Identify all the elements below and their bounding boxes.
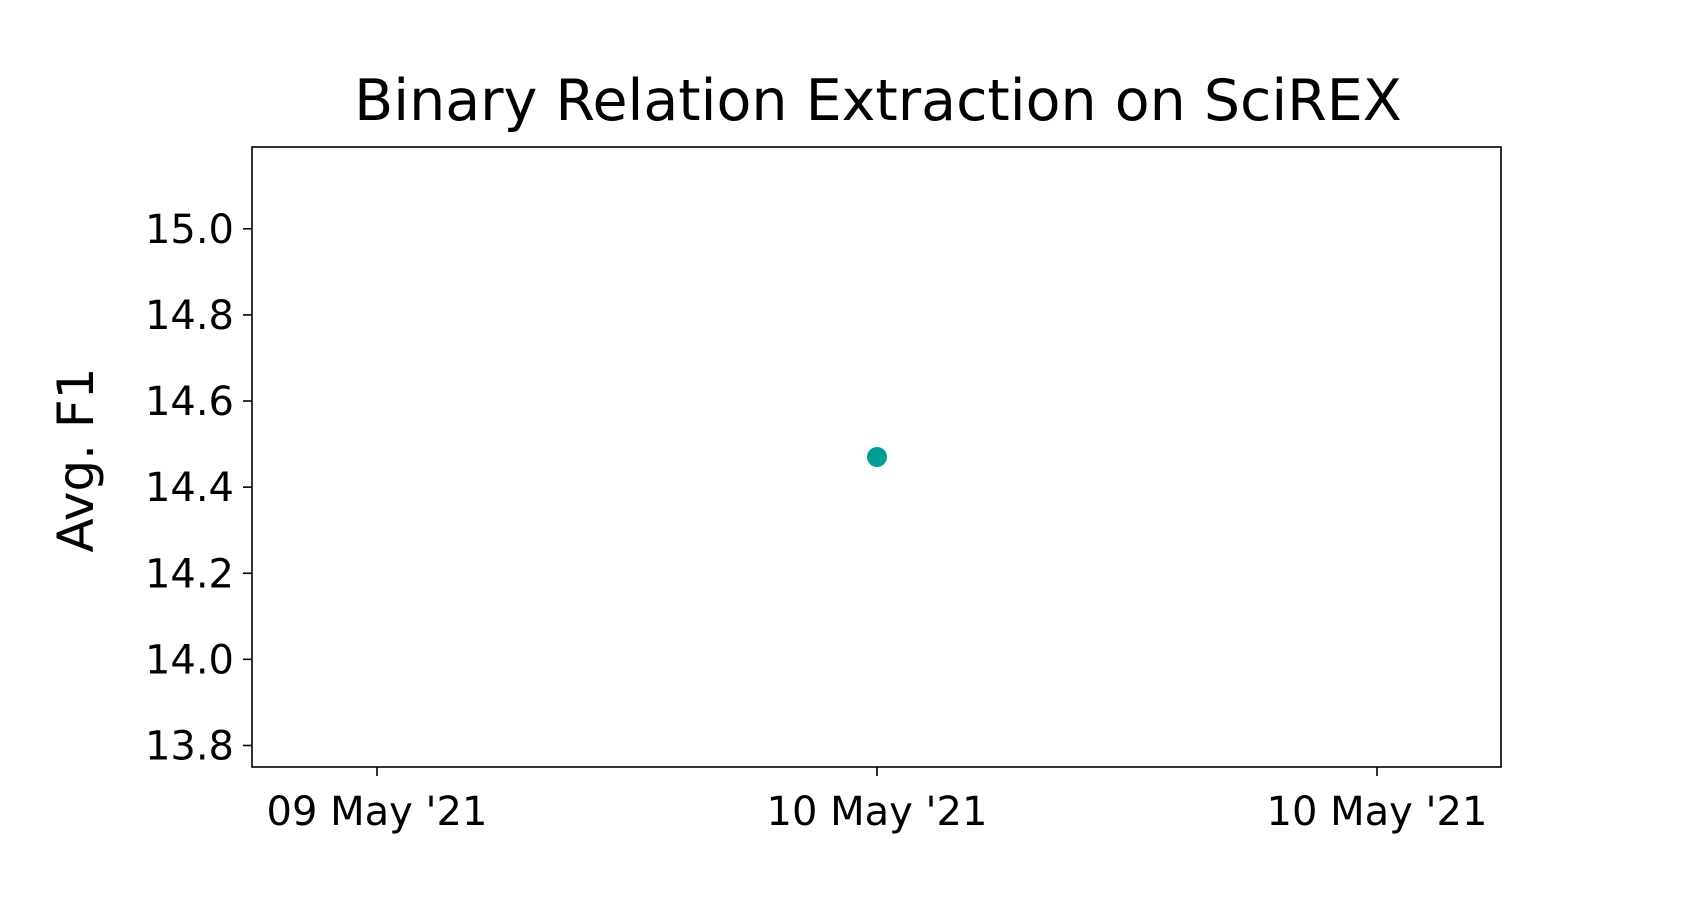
y-tick-label: 13.8 (145, 723, 234, 769)
x-axis-ticks: 09 May '21 10 May '21 10 May '21 (267, 767, 1488, 835)
y-tick-label: 14.4 (145, 465, 234, 511)
y-axis-ticks: 13.8 14.0 14.2 14.4 14.6 14.8 15.0 (145, 207, 252, 769)
y-tick-label: 14.8 (145, 293, 234, 339)
x-tick-label: 09 May '21 (267, 789, 488, 835)
data-points (867, 447, 887, 467)
y-tick-label: 14.2 (145, 551, 234, 597)
y-tick-label: 14.6 (145, 379, 234, 425)
y-tick-label: 15.0 (145, 207, 234, 253)
y-tick-label: 14.0 (145, 637, 234, 683)
x-tick-label: 10 May '21 (1267, 789, 1488, 835)
chart-title: Binary Relation Extraction on SciREX (354, 68, 1402, 134)
data-point (867, 447, 887, 467)
plot-frame (251, 146, 1502, 768)
y-axis-label: Avg. F1 (47, 368, 105, 553)
x-tick-label: 10 May '21 (767, 789, 988, 835)
